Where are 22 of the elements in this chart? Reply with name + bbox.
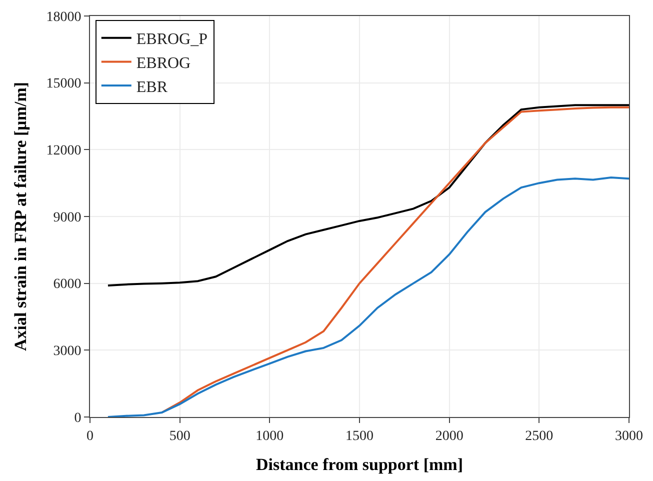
y-tick-label: 15000: [46, 76, 82, 92]
x-tick-label: 0: [86, 428, 94, 444]
line-series: [106, 176, 629, 417]
x-tick-label: 1500: [346, 428, 374, 444]
legend-label: EBROG_P: [136, 31, 208, 48]
x-tick-label: 1000: [256, 428, 284, 444]
x-tick-label: 2000: [435, 428, 464, 444]
x-axis-title: Distance from support [mm]: [256, 455, 463, 474]
line-series: [106, 104, 629, 287]
legend-label: EBR: [136, 78, 168, 96]
y-tick-label: 18000: [46, 10, 82, 25]
y-tick-label: 3000: [53, 344, 82, 360]
y-tick-label: 6000: [53, 277, 82, 292]
x-tick-label: 3000: [615, 428, 643, 444]
y-tick-label: 9000: [53, 210, 82, 226]
line-series: [160, 106, 629, 414]
x-tick-label: 500: [169, 428, 190, 444]
y-tick-label: 0: [74, 410, 82, 426]
legend-label: EBROG: [136, 54, 192, 72]
y-axis-title: Axial strain in FRP at failure [μm/m]: [10, 82, 30, 352]
x-tick-label: 2500: [525, 428, 554, 444]
y-tick-label: 12000: [46, 144, 82, 159]
